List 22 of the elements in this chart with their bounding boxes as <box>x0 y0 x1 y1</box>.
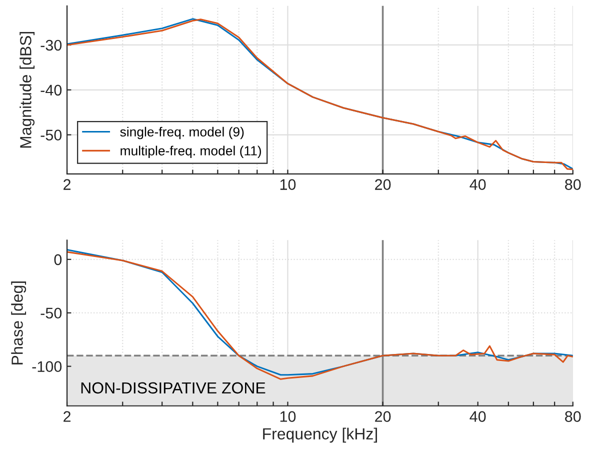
x-tick-label: 20 <box>375 179 391 190</box>
y-tick-label: -50 <box>40 130 62 140</box>
x-tick-label: 20 <box>375 411 391 422</box>
x-tick-label: 10 <box>280 411 296 422</box>
x-tick-label: 80 <box>565 179 581 190</box>
x-tick-label: 2 <box>64 179 71 190</box>
y-tick-label: -40 <box>40 84 62 96</box>
y-tick-label: -50 <box>40 308 62 319</box>
x-axis-title: Frequency [kHz] <box>263 428 377 443</box>
legend-label: multiple-freq. model (11) <box>120 146 262 158</box>
y-tick-label: 0 <box>54 254 62 266</box>
y-axis-title: Magnitude [dBS] <box>20 32 35 148</box>
x-tick-label: 40 <box>470 179 486 190</box>
y-axis-title: Phase [deg] <box>11 282 26 364</box>
y-tick-label: -30 <box>40 40 62 51</box>
band-label: NON-DISSIPATIVE ZONE <box>81 382 266 394</box>
x-tick-label: 10 <box>280 179 296 190</box>
y-tick-label: -100 <box>32 361 62 372</box>
x-tick-label: 80 <box>565 411 581 422</box>
x-tick-label: 2 <box>64 411 71 422</box>
legend-label: single-freq. model (9) <box>120 126 244 140</box>
x-tick-label: 40 <box>470 411 486 422</box>
